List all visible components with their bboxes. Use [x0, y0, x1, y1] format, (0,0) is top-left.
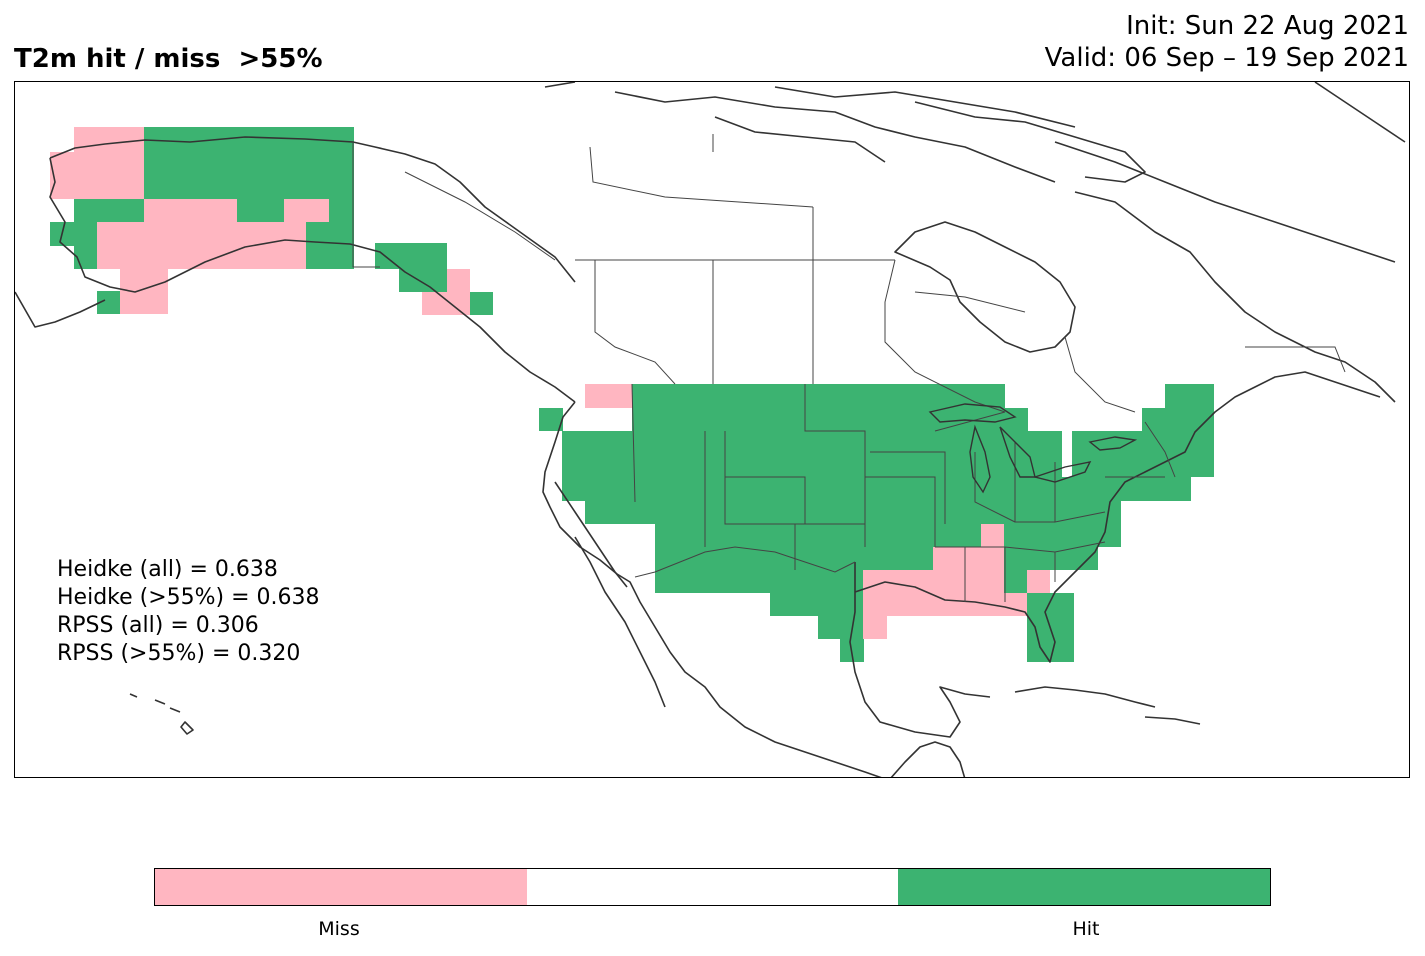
cell-hit	[562, 431, 1062, 477]
coastlines	[15, 82, 1406, 777]
cell-miss	[585, 384, 632, 408]
map-panel	[14, 81, 1410, 778]
forecast-cells	[50, 127, 1214, 662]
cell-hit	[1165, 384, 1214, 408]
cell-hit	[770, 593, 863, 616]
cell-miss	[863, 570, 1027, 593]
colorbar-hit-segment	[898, 869, 1271, 905]
cell-miss	[1027, 570, 1050, 593]
cell-hit	[470, 292, 493, 315]
cell-miss	[74, 127, 144, 199]
cell-miss	[447, 269, 470, 292]
cell-miss	[863, 616, 887, 639]
cell-miss	[97, 222, 306, 269]
cell-hit	[1004, 524, 1121, 547]
cell-hit	[375, 243, 447, 269]
map-title: T2m hit / miss >55%	[14, 44, 323, 74]
cell-hit	[1027, 593, 1074, 616]
cell-hit	[74, 199, 144, 222]
cell-hit	[1004, 547, 1098, 570]
cell-miss	[284, 199, 329, 222]
cell-hit	[237, 199, 284, 222]
cell-miss	[933, 547, 1004, 570]
valid-period: Valid: 06 Sep – 19 Sep 2021	[1044, 43, 1409, 73]
colorbar-neutral-segment	[526, 869, 899, 905]
cell-hit	[632, 384, 1005, 408]
colorbar	[154, 868, 1271, 906]
cell-hit	[655, 570, 863, 593]
boundaries	[352, 134, 1346, 602]
great-lakes	[928, 403, 1138, 494]
skill-scores: Heidke (all) = 0.638 Heidke (>55%) = 0.6…	[57, 556, 320, 668]
cell-hit	[50, 222, 97, 246]
date-info: Init: Sun 22 Aug 2021 Valid: 06 Sep – 19…	[1045, 10, 1409, 74]
rpss-55-score: RPSS (>55%) = 0.320	[57, 641, 301, 666]
colorbar-miss-segment	[155, 869, 527, 905]
cell-miss	[120, 269, 168, 314]
rpss-all-score: RPSS (all) = 0.306	[57, 613, 259, 638]
cell-hit	[1027, 616, 1074, 662]
heidke-all-score: Heidke (all) = 0.638	[57, 557, 278, 582]
cell-hit	[1142, 408, 1214, 477]
cell-miss	[863, 593, 1028, 616]
map-canvas	[15, 82, 1406, 777]
cell-hit	[97, 291, 120, 314]
cell-hit	[632, 408, 1028, 431]
cell-hit	[585, 501, 1121, 524]
cell-miss	[422, 292, 470, 315]
cell-hit	[306, 222, 354, 269]
cell-hit	[329, 199, 354, 222]
cell-miss	[144, 199, 237, 222]
cell-hit	[1004, 570, 1027, 593]
cell-miss	[981, 524, 1004, 547]
cell-hit	[144, 127, 354, 199]
cell-hit	[655, 524, 981, 547]
cell-hit	[818, 616, 863, 639]
colorbar-label-miss: Miss	[318, 918, 360, 940]
heidke-55-score: Heidke (>55%) = 0.638	[57, 585, 320, 610]
cell-hit	[539, 408, 563, 431]
colorbar-label-hit: Hit	[1072, 918, 1100, 940]
cell-hit	[562, 477, 1191, 501]
init-date: Init: Sun 22 Aug 2021	[1126, 11, 1409, 41]
